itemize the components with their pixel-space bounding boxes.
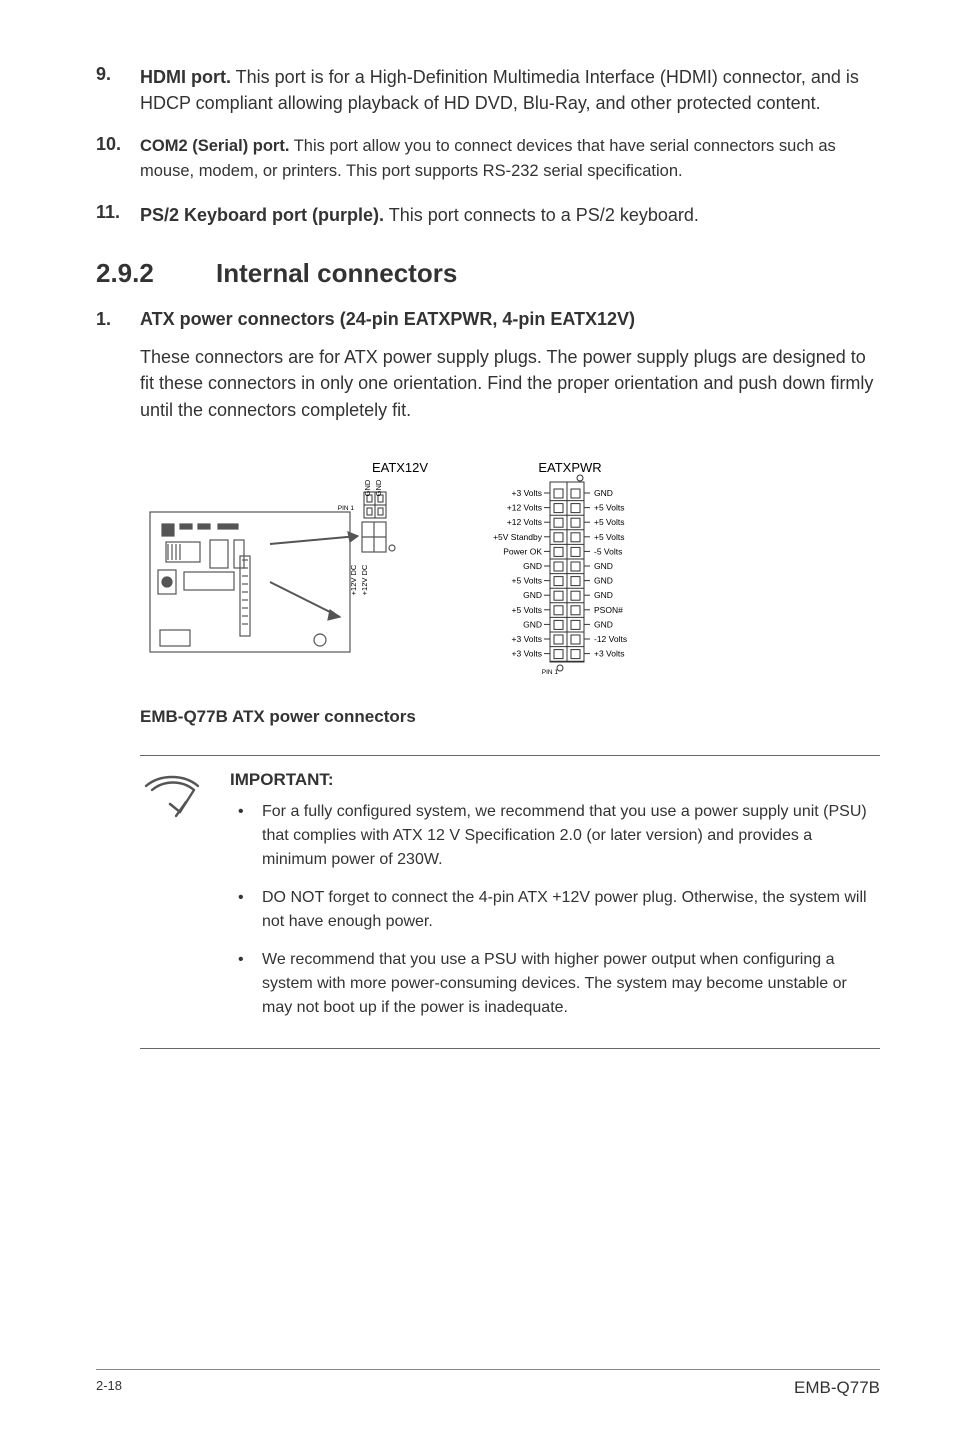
pin-right-label: -5 Volts: [594, 546, 622, 556]
pin-right-label: +3 Volts: [594, 648, 624, 658]
gnd-label: GND: [363, 479, 372, 496]
item-body: PS/2 Keyboard port (purple). This port c…: [140, 202, 880, 228]
p12v-label: +12V DC: [349, 564, 358, 595]
item-text: This port is for a High-Definition Multi…: [140, 67, 859, 113]
note-bullet: For a fully configured system, we recomm…: [230, 800, 880, 872]
list-item-9: 9. HDMI port. This port is for a High-De…: [96, 64, 880, 116]
pin-right-label: +5 Volts: [594, 531, 624, 541]
item-title: PS/2 Keyboard port (purple).: [140, 205, 384, 225]
note-body: IMPORTANT: For a fully configured system…: [230, 770, 880, 1034]
pin-right-label: +5 Volts: [594, 517, 624, 527]
subsection-1: 1. ATX power connectors (24-pin EATXPWR,…: [96, 309, 880, 330]
section-heading: 2.9.2Internal connectors: [96, 258, 880, 289]
pin1-label: PIN 1: [542, 669, 559, 676]
pin-right-label: +5 Volts: [594, 502, 624, 512]
important-note: IMPORTANT: For a fully configured system…: [140, 755, 880, 1049]
pin-right-label: GND: [594, 619, 613, 629]
p12v-label: +12V DC: [360, 564, 369, 595]
note-list: For a fully configured system, we recomm…: [230, 800, 880, 1020]
note-heading: IMPORTANT:: [230, 770, 880, 790]
pin-left-label: Power OK: [503, 546, 542, 556]
note-bullet: DO NOT forget to connect the 4-pin ATX +…: [230, 886, 880, 934]
pin-right-label: -12 Volts: [594, 634, 627, 644]
pin-left-label: +5 Volts: [512, 604, 542, 614]
pin-left-label: +3 Volts: [512, 488, 542, 498]
subsection-body: These connectors are for ATX power suppl…: [140, 344, 880, 424]
item-number: 11.: [96, 202, 140, 228]
diagram-caption: EMB-Q77B ATX power connectors: [140, 707, 880, 727]
pin-right-label: GND: [594, 590, 613, 600]
item-body: HDMI port. This port is for a High-Defin…: [140, 64, 880, 116]
gnd-label: GND: [374, 479, 383, 496]
eatxpwr-label: EATXPWR: [538, 460, 601, 475]
eatx12v-label: EATX12V: [372, 460, 428, 475]
pin-left-label: +12 Volts: [507, 517, 542, 527]
item-number: 10.: [96, 134, 140, 184]
pin-left-label: +5 Volts: [512, 575, 542, 585]
item-number: 9.: [96, 64, 140, 116]
model-name: EMB-Q77B: [794, 1378, 880, 1398]
section-number: 2.9.2: [96, 258, 216, 289]
pin-right-label: GND: [594, 561, 613, 571]
note-bullet: We recommend that you use a PSU with hig…: [230, 948, 880, 1020]
section-title: Internal connectors: [216, 258, 457, 288]
subsection-number: 1.: [96, 309, 140, 330]
pin-right-label: GND: [594, 488, 613, 498]
note-icon: [140, 770, 230, 1034]
pin-left-label: GND: [523, 619, 542, 629]
pin-left-label: +5V Standby: [493, 531, 543, 541]
pin1-label: PIN 1: [338, 505, 355, 512]
list-item-10: 10. COM2 (Serial) port. This port allow …: [96, 134, 880, 184]
item-text: This port connects to a PS/2 keyboard.: [384, 205, 699, 225]
page-footer: 2-18 EMB-Q77B: [96, 1369, 880, 1398]
list-item-11: 11. PS/2 Keyboard port (purple). This po…: [96, 202, 880, 228]
pin-left-label: GND: [523, 561, 542, 571]
pin-right-label: GND: [594, 575, 613, 585]
subsection-title: ATX power connectors (24-pin EATXPWR, 4-…: [140, 309, 635, 330]
item-title: HDMI port.: [140, 67, 231, 87]
pin-right-label: PSON#: [594, 604, 623, 614]
connector-diagram: EATX12V PIN 1 GND GND +12V DC +12V DC EA…: [140, 452, 880, 697]
item-title: COM2 (Serial) port.: [140, 137, 289, 155]
pin-left-label: +3 Volts: [512, 648, 542, 658]
pin-left-label: +3 Volts: [512, 634, 542, 644]
page-number: 2-18: [96, 1378, 122, 1398]
pin-left-label: GND: [523, 590, 542, 600]
pin-left-label: +12 Volts: [507, 502, 542, 512]
item-body: COM2 (Serial) port. This port allow you …: [140, 134, 880, 184]
